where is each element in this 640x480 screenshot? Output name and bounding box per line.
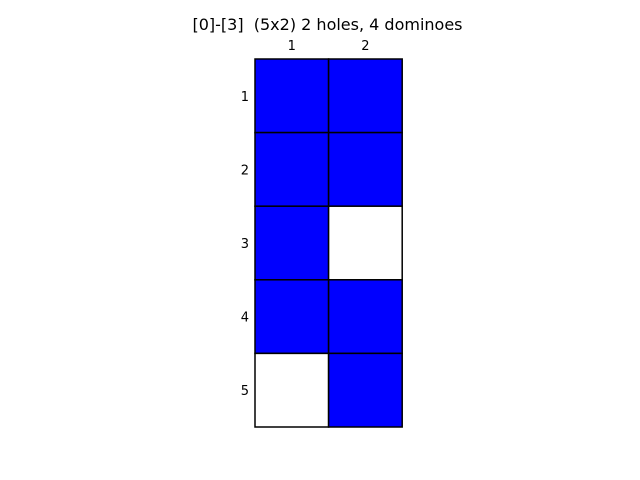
board-hole-cell	[254, 352, 330, 428]
board-filled-cell	[327, 279, 403, 355]
row-label: 4	[241, 311, 249, 326]
row-label: 3	[241, 237, 249, 252]
board-hole-cell	[327, 205, 403, 281]
column-label: 1	[288, 39, 296, 54]
board-filled-cell	[254, 279, 330, 355]
board-filled-cell	[254, 58, 330, 134]
board-filled-cell	[327, 58, 403, 134]
row-label: 1	[241, 90, 249, 105]
column-label: 2	[361, 39, 369, 54]
board-filled-cell	[254, 205, 330, 281]
board-filled-cell	[254, 131, 330, 207]
board-filled-cell	[327, 131, 403, 207]
board-cells	[254, 58, 403, 428]
board-filled-cell	[327, 352, 403, 428]
row-label: 5	[241, 384, 249, 399]
row-labels: 1 2 3 4 5	[241, 90, 249, 399]
diagram-title: [0]-[3] (5x2) 2 holes, 4 dominoes	[192, 15, 463, 34]
row-label: 2	[241, 163, 249, 178]
